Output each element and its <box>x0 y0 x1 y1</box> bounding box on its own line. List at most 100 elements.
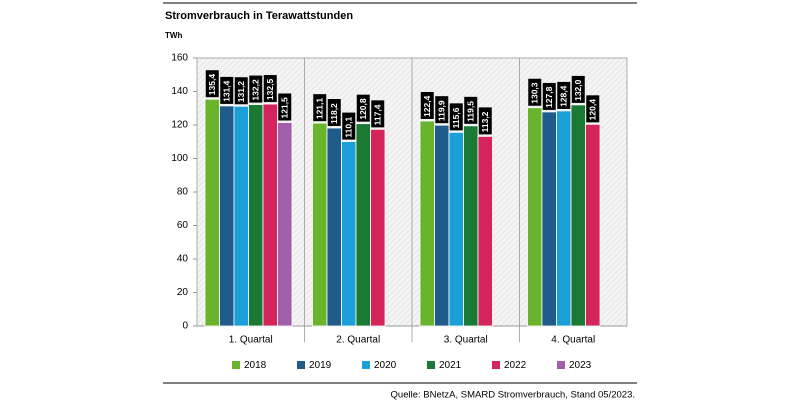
legend-label: 2019 <box>309 360 332 371</box>
bar <box>419 120 435 327</box>
value-label-bg <box>420 91 434 119</box>
value-label-text: 115,6 <box>451 107 461 128</box>
legend-swatch <box>232 361 240 369</box>
x-tick-label: 3. Quartal <box>444 335 488 346</box>
legend-swatch <box>362 361 370 369</box>
x-tick-label: 4. Quartal <box>551 335 595 346</box>
bar <box>585 123 601 327</box>
value-label-text: 127,8 <box>544 86 554 108</box>
value-label-bg <box>249 75 263 103</box>
bar <box>541 111 557 327</box>
value-label-text: 113,2 <box>480 111 490 132</box>
value-label-bg <box>205 70 219 98</box>
legend-label: 2022 <box>504 360 527 371</box>
value-label-text: 131,4 <box>222 80 232 102</box>
legend-label: 2021 <box>439 360 462 371</box>
value-label-bg <box>263 75 277 103</box>
bar <box>277 122 293 327</box>
value-label-bg <box>586 95 600 123</box>
value-label: 117,4 <box>371 100 385 128</box>
value-label-bg <box>342 112 356 140</box>
y-unit: TWh <box>165 31 182 40</box>
value-label-bg <box>542 82 556 110</box>
bar <box>204 98 220 327</box>
value-label: 119,5 <box>464 96 478 124</box>
bar <box>527 107 543 327</box>
value-label-text: 122,4 <box>422 95 432 117</box>
value-label: 128,4 <box>557 81 571 109</box>
value-label: 119,9 <box>435 96 449 124</box>
value-label-text: 132,0 <box>573 79 583 101</box>
value-label: 118,2 <box>327 99 341 127</box>
chart-title: Stromverbrauch in Terawattstunden <box>165 10 353 22</box>
value-label-bg <box>313 94 327 122</box>
value-label-bg <box>356 94 370 122</box>
legend-label: 2018 <box>244 360 267 371</box>
value-label-bg <box>528 78 542 106</box>
bar <box>262 103 278 327</box>
bar <box>434 124 450 327</box>
y-tick-label: 100 <box>171 153 188 164</box>
bar <box>477 135 493 327</box>
value-label-text: 132,5 <box>265 79 275 101</box>
value-label: 132,5 <box>263 75 277 103</box>
value-label-bg <box>464 96 478 124</box>
value-label: 127,8 <box>542 82 556 110</box>
value-label: 121,5 <box>278 93 292 121</box>
value-label-text: 130,3 <box>530 82 540 104</box>
bar <box>312 122 328 327</box>
value-label-text: 121,1 <box>315 98 325 120</box>
bar <box>556 110 572 327</box>
bar <box>326 127 342 327</box>
bar <box>219 105 235 327</box>
value-label-bg <box>449 103 463 131</box>
legend-swatch <box>492 361 500 369</box>
y-tick-label: 60 <box>177 220 189 231</box>
value-label: 132,0 <box>571 75 585 103</box>
y-tick-label: 140 <box>171 86 188 97</box>
y-tick-label: 80 <box>177 187 189 198</box>
value-label-text: 135,4 <box>207 74 217 96</box>
value-label-text: 120,4 <box>588 99 598 121</box>
value-label-text: 118,2 <box>329 103 339 124</box>
value-label-text: 120,8 <box>358 98 368 120</box>
value-label-text: 117,4 <box>373 104 383 125</box>
bar <box>233 105 249 327</box>
bar <box>341 141 357 327</box>
y-tick-label: 120 <box>171 120 188 131</box>
source: Quelle: BNetzA, SMARD Stromverbrauch, St… <box>391 390 635 400</box>
value-label: 113,2 <box>478 107 492 135</box>
value-label-bg <box>371 100 385 128</box>
value-label: 131,4 <box>220 76 234 104</box>
value-label: 135,4 <box>205 70 219 98</box>
legend-swatch <box>557 361 565 369</box>
value-label: 120,8 <box>356 94 370 122</box>
value-label-bg <box>220 76 234 104</box>
y-tick-label: 160 <box>171 53 188 64</box>
value-label-text: 131,2 <box>236 81 246 103</box>
value-label-bg <box>327 99 341 127</box>
value-label-bg <box>557 81 571 109</box>
legend-label: 2023 <box>569 360 592 371</box>
bar <box>463 125 479 327</box>
bar <box>370 128 386 327</box>
x-tick-label: 2. Quartal <box>336 335 380 346</box>
bar <box>248 104 264 327</box>
value-label: 120,4 <box>586 95 600 123</box>
y-tick-label: 0 <box>182 321 188 332</box>
value-label: 132,2 <box>249 75 263 103</box>
value-label-bg <box>234 77 248 105</box>
legend-swatch <box>297 361 305 369</box>
value-label: 110,1 <box>342 112 356 140</box>
bar <box>448 131 464 327</box>
value-label-text: 119,9 <box>437 100 447 121</box>
legend-swatch <box>427 361 435 369</box>
value-label-bg <box>571 75 585 103</box>
y-tick-label: 40 <box>177 254 189 265</box>
legend-label: 2020 <box>374 360 397 371</box>
value-label: 130,3 <box>528 78 542 106</box>
value-label: 122,4 <box>420 91 434 119</box>
value-label: 115,6 <box>449 103 463 131</box>
bar <box>570 104 586 327</box>
